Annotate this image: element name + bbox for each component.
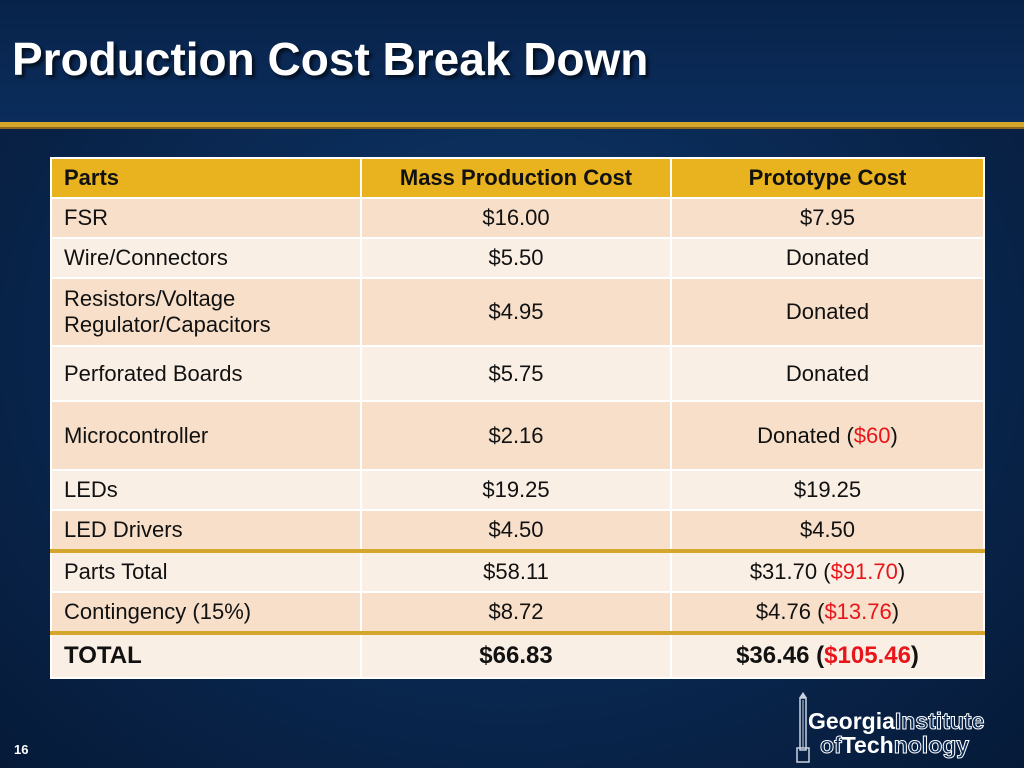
table-row-total: TOTAL $66.83 $36.46 ($105.46) — [50, 631, 985, 679]
prototype-cost-cell: $31.70 ($91.70) — [670, 549, 985, 593]
prototype-cost-cell: Donated — [670, 345, 985, 402]
part-cell: LED Drivers — [50, 509, 362, 552]
table-row: LEDs $19.25 $19.25 — [50, 469, 985, 511]
prototype-cost-cell: $7.95 — [670, 197, 985, 239]
prototype-actual-cost: $60 — [853, 422, 891, 448]
table-header-row: Parts Mass Production Cost Prototype Cos… — [50, 157, 985, 199]
mass-cost-cell: $8.72 — [360, 591, 672, 634]
mass-cost-cell: $4.50 — [360, 509, 672, 552]
table-row: Wire/Connectors $5.50 Donated — [50, 237, 985, 279]
prototype-actual-cost: $13.76 — [824, 599, 892, 624]
part-cell-line1: Resistors/Voltage — [64, 286, 236, 311]
table-row: Microcontroller $2.16 Donated ($60) — [50, 400, 985, 471]
prototype-cost-cell: $4.76 ($13.76) — [670, 591, 985, 634]
prototype-cost-cell: Donated — [670, 277, 985, 347]
part-cell: Parts Total — [50, 549, 362, 593]
prototype-cost-value: Donated — [757, 422, 841, 448]
prototype-cost-value: $31.70 — [749, 559, 818, 584]
mass-cost-cell: $58.11 — [360, 549, 672, 593]
header-mass-production-cost: Mass Production Cost — [360, 157, 672, 199]
mass-cost-cell: $5.75 — [360, 345, 672, 402]
table-row: Perforated Boards $5.75 Donated — [50, 345, 985, 402]
table-row-contingency: Contingency (15%) $8.72 $4.76 ($13.76) — [50, 591, 985, 634]
prototype-cost-value: $36.46 — [736, 642, 810, 669]
part-cell: Contingency (15%) — [50, 591, 362, 634]
slide-title: Production Cost Break Down — [12, 33, 649, 85]
prototype-cost-cell: $4.50 — [670, 509, 985, 552]
title-divider — [0, 122, 1024, 127]
mass-cost-cell: $16.00 — [360, 197, 672, 239]
header-parts: Parts — [50, 157, 362, 199]
prototype-actual-cost: $105.46 — [824, 642, 911, 669]
part-cell-line2: Regulator/Capacitors — [64, 312, 271, 337]
part-cell: Microcontroller — [50, 400, 362, 471]
table-row: LED Drivers $4.50 $4.50 — [50, 509, 985, 552]
mass-cost-cell: $66.83 — [360, 631, 672, 679]
table-row: FSR $16.00 $7.95 — [50, 197, 985, 239]
cost-table: Parts Mass Production Cost Prototype Cos… — [50, 157, 985, 679]
logo-line2: ofTechnology — [820, 732, 970, 758]
part-cell: TOTAL — [50, 631, 362, 679]
table-row: Resistors/Voltage Regulator/Capacitors $4… — [50, 277, 985, 347]
part-cell: Resistors/Voltage Regulator/Capacitors — [50, 277, 362, 347]
tower-icon — [796, 692, 810, 763]
header-prototype-cost: Prototype Cost — [670, 157, 985, 199]
page-number: 16 — [14, 742, 29, 757]
mass-cost-cell: $2.16 — [360, 400, 672, 471]
prototype-cost-cell: $19.25 — [670, 469, 985, 511]
table-row-parts-total: Parts Total $58.11 $31.70 ($91.70) — [50, 549, 985, 593]
georgia-tech-logo: GeorgiaInstitute ofTechnology — [790, 690, 1020, 768]
prototype-cost-cell: Donated — [670, 237, 985, 279]
prototype-cost-cell: $36.46 ($105.46) — [670, 631, 985, 679]
mass-cost-cell: $5.50 — [360, 237, 672, 279]
part-cell: Wire/Connectors — [50, 237, 362, 279]
prototype-actual-cost: $91.70 — [830, 559, 898, 584]
part-cell: LEDs — [50, 469, 362, 511]
title-divider-shadow — [0, 127, 1024, 129]
part-cell: Perforated Boards — [50, 345, 362, 402]
mass-cost-cell: $4.95 — [360, 277, 672, 347]
prototype-cost-cell: Donated ($60) — [670, 400, 985, 471]
mass-cost-cell: $19.25 — [360, 469, 672, 511]
part-cell: FSR — [50, 197, 362, 239]
logo-line1: GeorgiaInstitute — [808, 708, 985, 734]
title-bar: Production Cost Break Down — [0, 0, 1024, 122]
prototype-cost-value: $4.76 — [755, 599, 811, 624]
